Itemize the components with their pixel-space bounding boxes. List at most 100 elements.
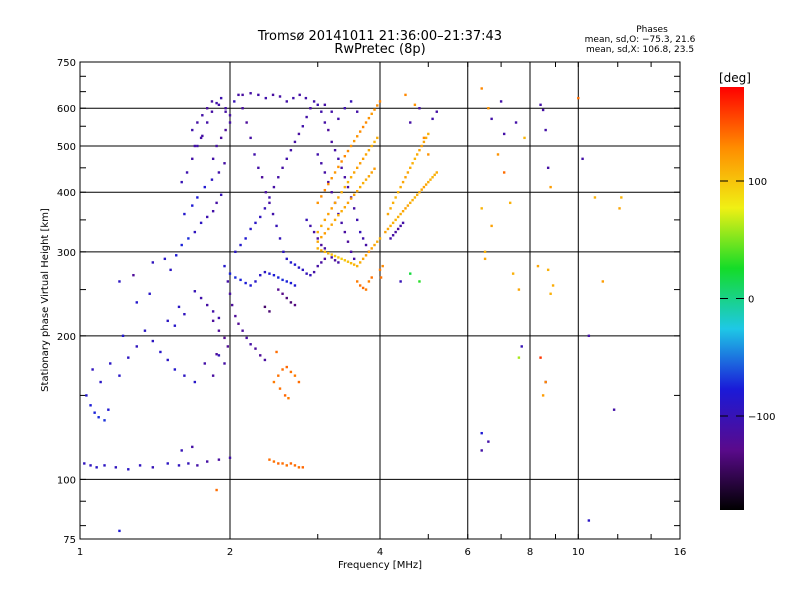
data-points bbox=[83, 87, 623, 533]
data-point bbox=[293, 140, 297, 144]
data-point bbox=[389, 207, 392, 210]
data-point bbox=[228, 456, 232, 459]
data-point bbox=[384, 230, 387, 234]
data-point bbox=[349, 100, 353, 103]
data-point bbox=[97, 416, 100, 419]
data-point bbox=[340, 221, 343, 225]
data-point bbox=[370, 171, 373, 174]
data-point bbox=[349, 176, 353, 179]
data-point bbox=[175, 254, 178, 257]
data-point bbox=[127, 468, 130, 471]
data-point bbox=[396, 191, 400, 194]
data-point bbox=[337, 117, 340, 121]
data-point bbox=[228, 114, 232, 117]
data-point bbox=[107, 408, 110, 411]
data-point bbox=[330, 207, 333, 210]
data-point bbox=[333, 259, 337, 262]
stats-x-mode: mean, sd,X: 106.8, 23.5 bbox=[586, 45, 694, 55]
data-point bbox=[330, 223, 333, 226]
data-point bbox=[399, 212, 402, 216]
y-tick-label: 75 bbox=[63, 535, 76, 546]
data-point bbox=[173, 368, 177, 371]
data-point bbox=[330, 256, 333, 259]
data-point bbox=[327, 180, 330, 184]
data-point bbox=[297, 132, 301, 136]
data-point bbox=[511, 272, 515, 275]
data-point bbox=[297, 466, 301, 469]
data-point bbox=[343, 154, 347, 158]
data-point bbox=[330, 110, 333, 113]
data-point bbox=[381, 264, 384, 268]
data-point bbox=[263, 305, 267, 309]
data-point bbox=[429, 178, 432, 181]
data-point bbox=[404, 176, 407, 179]
data-point bbox=[201, 134, 204, 138]
data-point bbox=[217, 316, 221, 320]
data-point bbox=[343, 176, 347, 179]
data-point bbox=[203, 362, 206, 365]
data-point bbox=[358, 185, 362, 189]
data-point bbox=[159, 350, 162, 354]
data-point bbox=[367, 148, 371, 152]
data-point bbox=[520, 345, 523, 348]
data-point bbox=[285, 296, 288, 300]
data-point bbox=[241, 93, 244, 97]
data-point bbox=[187, 237, 190, 240]
data-point bbox=[91, 368, 94, 371]
data-point bbox=[93, 411, 96, 414]
data-point bbox=[127, 356, 130, 359]
data-point bbox=[544, 380, 547, 384]
data-point bbox=[271, 212, 275, 216]
data-point bbox=[337, 261, 340, 264]
data-point bbox=[490, 224, 493, 228]
data-point bbox=[316, 247, 319, 250]
data-point bbox=[320, 249, 323, 252]
data-point bbox=[349, 250, 353, 254]
data-point bbox=[254, 221, 257, 225]
data-point bbox=[215, 101, 218, 105]
data-point bbox=[333, 148, 337, 152]
data-point bbox=[196, 464, 199, 467]
data-point bbox=[272, 460, 276, 463]
data-point bbox=[234, 314, 237, 318]
data-point bbox=[191, 157, 194, 161]
data-point bbox=[275, 350, 278, 354]
data-point bbox=[343, 230, 347, 234]
data-point bbox=[230, 303, 234, 307]
data-point bbox=[333, 218, 337, 222]
data-point bbox=[544, 128, 547, 132]
x-tick-label: 1 bbox=[77, 547, 83, 558]
data-point bbox=[211, 310, 215, 313]
data-point bbox=[277, 276, 280, 279]
data-point bbox=[233, 100, 236, 103]
data-point bbox=[340, 257, 343, 261]
data-point bbox=[346, 185, 350, 189]
data-point bbox=[257, 166, 260, 170]
data-point bbox=[234, 250, 237, 254]
data-point bbox=[283, 394, 287, 397]
data-point bbox=[333, 171, 337, 174]
data-point bbox=[241, 107, 244, 110]
data-point bbox=[293, 464, 297, 467]
data-point bbox=[340, 160, 343, 163]
data-point bbox=[364, 243, 368, 247]
data-point bbox=[352, 257, 356, 261]
data-point bbox=[418, 191, 421, 194]
y-tick-label: 400 bbox=[57, 188, 76, 199]
data-point bbox=[285, 257, 288, 261]
data-point bbox=[244, 281, 247, 285]
data-point bbox=[391, 221, 395, 225]
data-point bbox=[259, 215, 262, 219]
data-point bbox=[118, 280, 121, 283]
colorbar-tick-label: 0 bbox=[748, 295, 754, 306]
data-point bbox=[549, 292, 552, 295]
data-point bbox=[327, 227, 330, 231]
data-point bbox=[148, 292, 151, 295]
data-point bbox=[327, 212, 330, 216]
data-point bbox=[409, 166, 412, 170]
data-point bbox=[577, 96, 580, 100]
data-point bbox=[327, 128, 330, 132]
data-point bbox=[376, 136, 379, 140]
data-point bbox=[355, 264, 359, 268]
data-point bbox=[199, 221, 203, 225]
